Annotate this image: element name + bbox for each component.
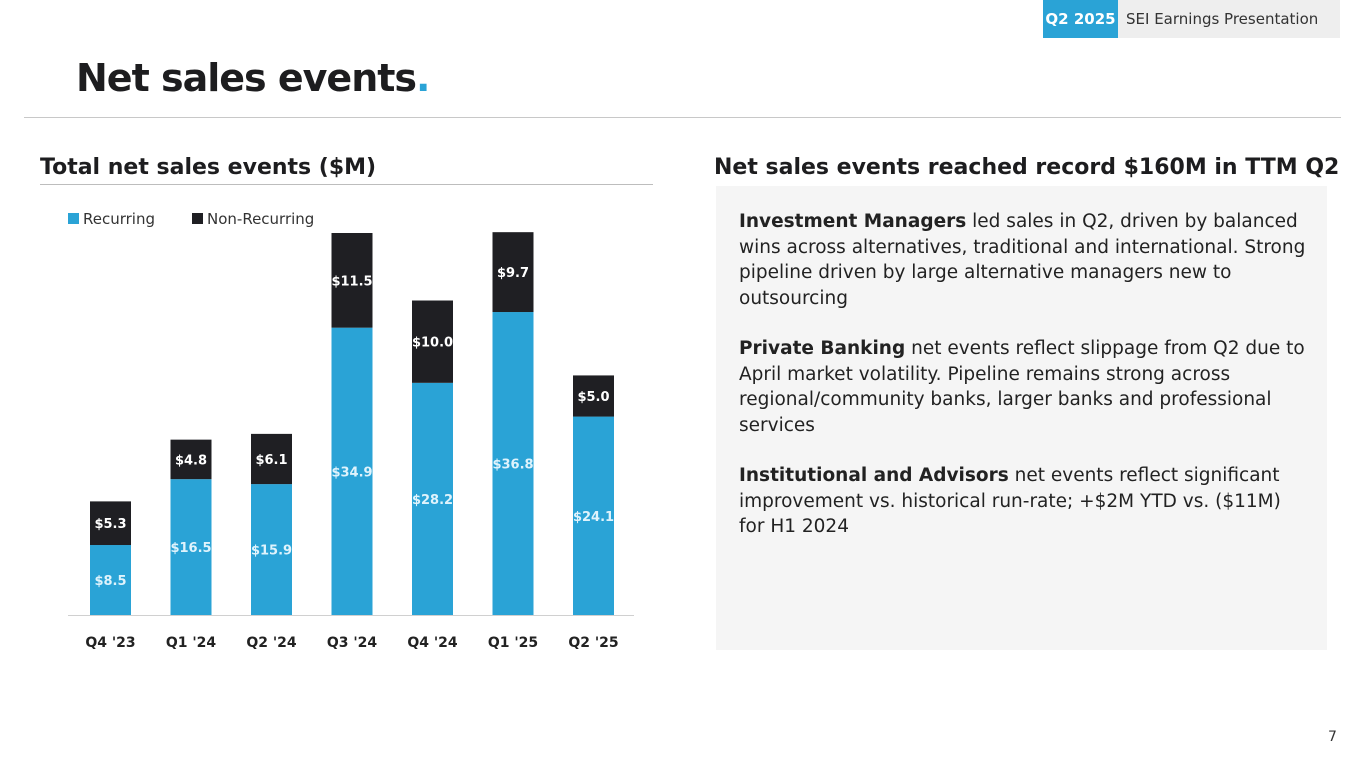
bar-recurring-5 <box>492 312 534 615</box>
data-label-non-recurring-2: $6.1 <box>255 453 287 468</box>
summary-bold-institutional: Institutional and Advisors <box>739 465 1009 486</box>
data-label-non-recurring-5: $9.7 <box>497 266 529 281</box>
summary-paragraph-institutional: Institutional and Advisors net events re… <box>739 463 1309 540</box>
legend-label-recurring: Recurring <box>83 210 155 228</box>
data-label-non-recurring-1: $4.8 <box>175 453 207 468</box>
summary-paragraph-private-banking: Private Banking net events reflect slipp… <box>739 336 1309 438</box>
bar-non-recurring-1 <box>170 439 212 480</box>
summary-paragraph-investment-managers: Investment Managers led sales in Q2, dri… <box>739 209 1309 311</box>
page-title-text: Net sales events <box>76 56 417 100</box>
data-label-recurring-5: $36.8 <box>492 458 533 473</box>
page-number: 7 <box>1328 729 1337 745</box>
summary-panel <box>716 186 1327 650</box>
summary-bold-investment-managers: Investment Managers <box>739 211 967 232</box>
bar-recurring-0 <box>90 545 131 615</box>
bar-recurring-2 <box>251 484 292 615</box>
x-tick-label-0: Q4 '23 <box>85 635 135 651</box>
bar-recurring-4 <box>412 382 453 615</box>
bar-recurring-3 <box>331 327 373 615</box>
data-label-recurring-3: $34.9 <box>331 465 372 480</box>
data-label-recurring-0: $8.5 <box>94 574 126 589</box>
bar-non-recurring-6 <box>573 375 614 417</box>
data-label-non-recurring-0: $5.3 <box>94 517 126 532</box>
period-badge: Q2 2025 <box>1043 0 1118 38</box>
page-title: Net sales events. <box>76 56 431 100</box>
x-tick-label-1: Q1 '24 <box>166 635 217 651</box>
legend-swatch-non-recurring <box>192 213 203 224</box>
x-tick-label-4: Q4 '24 <box>407 635 458 651</box>
summary-bold-private-banking: Private Banking <box>739 338 906 359</box>
data-label-recurring-6: $24.1 <box>573 510 614 525</box>
data-label-non-recurring-4: $10.0 <box>412 336 453 351</box>
header-badge: Q2 2025 SEI Earnings Presentation <box>1043 0 1340 38</box>
summary-text: Investment Managers led sales in Q2, dri… <box>739 209 1309 565</box>
summary-text-private-banking: net events reflect slippage from Q2 due … <box>739 338 1305 436</box>
chart-heading-divider <box>40 184 653 185</box>
x-tick-label-5: Q1 '25 <box>488 635 538 651</box>
bar-non-recurring-2 <box>251 433 292 485</box>
stacked-bar-chart: Recurring Non-Recurring $8.5 $5.3 Q4 '23 $16.… <box>68 210 634 651</box>
data-label-recurring-2: $15.9 <box>251 544 292 559</box>
title-divider <box>24 117 1341 118</box>
x-tick-label-2: Q2 '24 <box>246 635 297 651</box>
summary-heading: Net sales events reached record $160M in… <box>714 155 1340 180</box>
bar-recurring-6 <box>573 416 614 615</box>
legend-swatch-recurring <box>68 213 79 224</box>
page-title-dot: . <box>416 56 430 100</box>
data-label-recurring-4: $28.2 <box>412 493 453 508</box>
data-label-recurring-1: $16.5 <box>170 541 211 556</box>
bar-recurring-1 <box>170 479 212 615</box>
summary-text-institutional: net events reflect significant improveme… <box>739 465 1281 537</box>
data-label-non-recurring-6: $5.0 <box>577 390 609 405</box>
summary-text-investment-managers: led sales in Q2, driven by balanced wins… <box>739 211 1306 309</box>
chart-heading: Total net sales events ($M) <box>40 155 377 180</box>
bar-non-recurring-0 <box>90 501 131 546</box>
x-tick-label-3: Q3 '24 <box>327 635 378 651</box>
bar-non-recurring-3 <box>331 233 373 328</box>
legend-label-non-recurring: Non-Recurring <box>207 210 314 228</box>
bar-non-recurring-5 <box>492 232 534 313</box>
x-tick-label-6: Q2 '25 <box>568 635 618 651</box>
data-label-non-recurring-3: $11.5 <box>331 274 372 289</box>
bar-non-recurring-4 <box>412 300 453 383</box>
presentation-title: SEI Earnings Presentation <box>1118 0 1340 38</box>
